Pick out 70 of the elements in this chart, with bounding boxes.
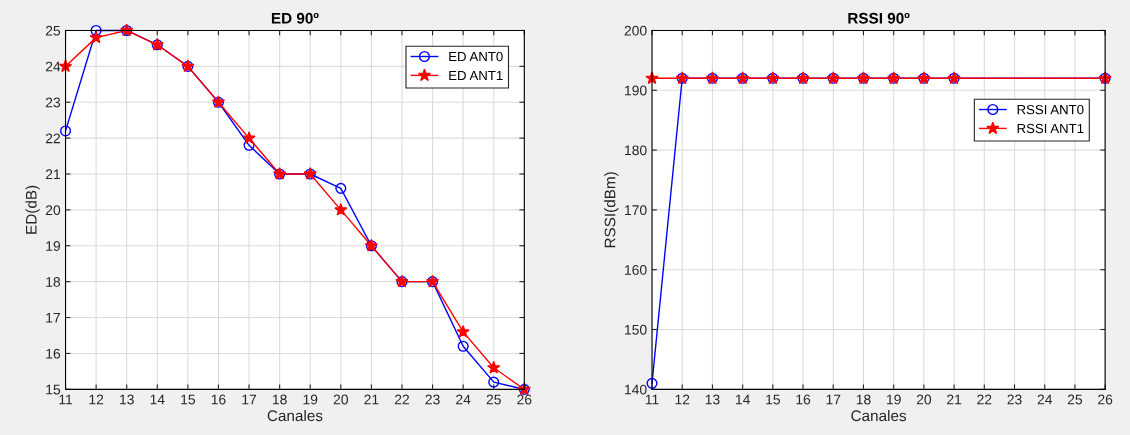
- legend-label: RSSI ANT1: [1017, 123, 1084, 134]
- x-tick-label: 20: [916, 394, 932, 405]
- x-tick-label: 17: [242, 394, 257, 405]
- chart-title: ED 90º: [271, 12, 319, 24]
- x-tick-label: 18: [856, 394, 871, 405]
- y-tick-label: 150: [625, 324, 647, 335]
- legend-label: ED ANT1: [449, 70, 503, 81]
- point: [89, 30, 103, 44]
- y-tick-label: 17: [46, 313, 60, 323]
- x-tick-label: 26: [1098, 394, 1113, 405]
- x-tick-label: 17: [826, 394, 841, 405]
- point: [456, 324, 470, 338]
- point: [243, 139, 255, 151]
- y-axis-title: RSSI(dBm): [604, 172, 619, 248]
- x-tick-label: 19: [887, 394, 901, 405]
- y-tick-label: 21: [45, 169, 60, 180]
- x-tick-label: 22: [977, 394, 992, 405]
- y-tick-label: 16: [46, 348, 61, 359]
- point: [242, 131, 256, 144]
- point: [59, 125, 72, 137]
- x-tick-label: 14: [150, 394, 165, 405]
- x-tick-label: 20: [333, 394, 348, 405]
- x-tick-label: 11: [645, 394, 659, 405]
- x-tick-label: 13: [705, 394, 720, 405]
- x-tick-label: 21: [947, 394, 962, 405]
- x-tick-label: 24: [1037, 394, 1053, 405]
- x-tick-label: 16: [796, 394, 811, 405]
- x-tick-label: 18: [272, 394, 287, 405]
- x-tick-label: 15: [766, 394, 780, 405]
- y-tick-label: 19: [46, 241, 61, 251]
- x-tick-label: 24: [456, 394, 471, 405]
- y-tick-label: 20: [45, 205, 61, 216]
- x-axis-title: Canales: [267, 409, 323, 422]
- x-tick-label: 25: [486, 394, 501, 405]
- x-tick-label: 12: [89, 394, 104, 405]
- y-tick-label: 18: [46, 277, 61, 287]
- legend-label: ED ANT0: [449, 51, 503, 62]
- chart-title: RSSI 90º: [848, 12, 910, 24]
- x-tick-label: 12: [675, 394, 690, 405]
- x-tick-label: 15: [181, 394, 196, 405]
- x-tick-label: 14: [735, 394, 750, 405]
- x-tick-label: 11: [59, 394, 73, 405]
- point: [335, 182, 347, 194]
- x-tick-label: 13: [120, 394, 134, 405]
- x-tick-label: 23: [425, 394, 440, 405]
- point: [457, 340, 469, 352]
- legend-label: RSSI ANT0: [1017, 104, 1084, 115]
- y-tick-label: 190: [625, 85, 647, 96]
- y-tick-label: 15: [46, 384, 61, 395]
- x-tick-label: 19: [303, 394, 318, 405]
- point: [487, 360, 501, 374]
- point: [334, 202, 348, 216]
- y-axis-title: ED(dB): [25, 185, 40, 234]
- y-tick-label: 160: [625, 265, 647, 275]
- y-tick-label: 170: [625, 205, 647, 216]
- y-tick-label: 200: [624, 25, 647, 36]
- x-tick-label: 25: [1067, 394, 1083, 405]
- y-tick-label: 24: [45, 61, 61, 72]
- y-tick-label: 22: [45, 133, 60, 144]
- point: [488, 376, 500, 388]
- y-tick-label: 140: [625, 384, 647, 395]
- x-tick-label: 16: [211, 394, 226, 405]
- x-tick-label: 21: [364, 394, 379, 405]
- x-axis-title: Canales: [851, 409, 907, 422]
- x-tick-label: 23: [1007, 394, 1022, 405]
- y-tick-label: 180: [625, 145, 647, 156]
- x-tick-label: 26: [517, 394, 532, 405]
- x-tick-label: 22: [394, 394, 410, 405]
- y-tick-label: 23: [45, 97, 61, 108]
- y-tick-label: 25: [45, 25, 61, 36]
